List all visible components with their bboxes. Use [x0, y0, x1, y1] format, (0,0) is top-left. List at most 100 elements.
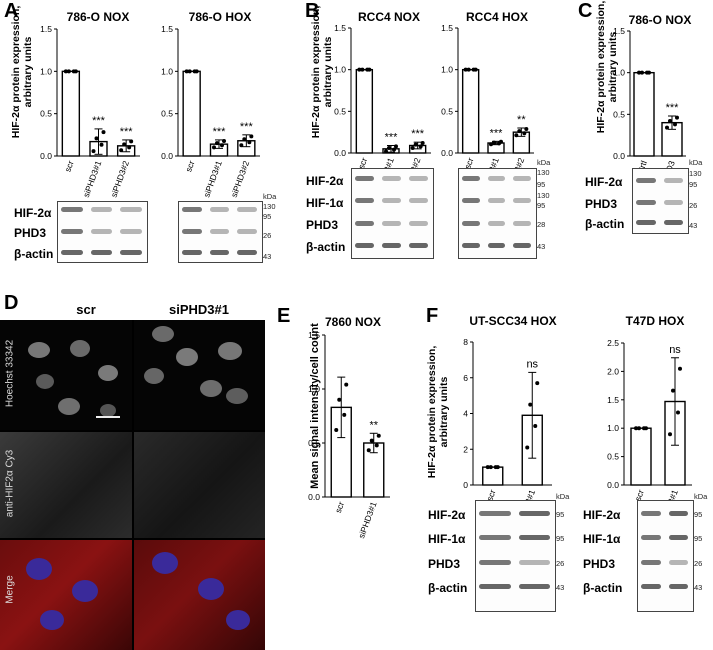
data-point — [384, 149, 388, 154]
blot-label-bactin-f2: β-actin — [583, 581, 623, 595]
blot-band — [90, 250, 113, 255]
blot-band — [518, 584, 550, 589]
significance-mark: *** — [213, 126, 227, 138]
data-point — [344, 382, 349, 387]
data-point — [522, 131, 527, 136]
data-point — [367, 67, 372, 72]
data-point — [119, 148, 124, 153]
data-point — [525, 445, 530, 450]
chart-title: T47D HOX — [626, 314, 685, 328]
y-tick-label: 0.0 — [308, 492, 320, 502]
data-point — [94, 136, 99, 141]
y-tick-label: 1.0 — [308, 384, 320, 394]
significance-mark: *** — [120, 126, 134, 138]
bar — [182, 70, 201, 157]
kda-marker: 28 — [537, 220, 546, 229]
data-point — [665, 125, 669, 130]
significance-mark: ns — [526, 358, 538, 370]
data-point — [239, 143, 244, 148]
blot-band — [487, 243, 506, 248]
kda-header-f1: kDa — [556, 492, 570, 501]
y-tick-label: 1.5 — [161, 24, 173, 34]
blot-label-hif1a-f1: HIF-1α — [428, 532, 466, 546]
data-point — [369, 438, 374, 443]
data-point — [376, 433, 381, 438]
x-tick-label: siPHD3#1 — [81, 159, 104, 199]
x-tick-label: siPHD3#2 — [109, 159, 132, 199]
y-tick-label: 1.5 — [613, 26, 625, 36]
chart-title: UT-SCC34 HOX — [469, 314, 556, 328]
blot-label-bactin-a: β-actin — [14, 247, 54, 261]
blot-band — [663, 200, 683, 205]
chart-title: RCC4 HOX — [466, 10, 528, 24]
blot-band — [209, 207, 230, 212]
panel-label-e: E — [277, 305, 291, 327]
data-point — [334, 428, 339, 433]
data-point — [524, 127, 529, 132]
blot-band — [61, 229, 83, 234]
blot-label-hif2a-c: HIF-2α — [585, 175, 623, 189]
data-point — [342, 412, 347, 417]
blot-band — [518, 511, 550, 516]
data-point — [247, 140, 252, 145]
data-point — [634, 426, 638, 431]
panel-label-c: C — [578, 0, 593, 22]
micro-row-hoechst: Hoechst 33342 — [4, 339, 16, 408]
kda-marker: 130 — [263, 202, 276, 211]
significance-mark: ns — [669, 344, 681, 356]
blot-band — [641, 535, 661, 540]
data-point — [73, 69, 78, 74]
data-point — [357, 67, 362, 72]
blot-band — [513, 243, 531, 248]
kda-marker: 95 — [556, 510, 565, 519]
blot-band — [487, 198, 506, 203]
data-point — [215, 141, 219, 146]
blot-band — [462, 198, 480, 203]
significance-mark: *** — [92, 115, 106, 127]
blot-band — [382, 221, 401, 226]
data-point — [242, 137, 247, 142]
blot-band — [209, 229, 230, 234]
data-point — [535, 381, 540, 386]
x-tick-label: siPHD3#1 — [356, 500, 379, 540]
y-tick-label: 0.0 — [334, 148, 346, 158]
y-tick-label: 0.5 — [607, 452, 619, 462]
blot-band — [479, 535, 511, 540]
micro-row-hif2a: anti-HIF2α Cy3 — [4, 449, 16, 518]
data-point — [671, 388, 675, 393]
data-point — [489, 142, 493, 147]
bar — [355, 68, 374, 154]
blot-band — [479, 584, 511, 589]
data-point — [413, 142, 418, 147]
data-point — [499, 139, 503, 144]
blot-band — [518, 560, 550, 565]
data-point — [678, 366, 682, 371]
data-point — [129, 139, 134, 144]
blot-band — [382, 176, 401, 181]
blot-band — [120, 250, 142, 255]
blot-band — [355, 198, 374, 203]
data-point — [517, 129, 522, 134]
blot-band — [237, 229, 257, 234]
data-point — [495, 465, 500, 470]
blot-band — [182, 229, 202, 234]
data-point — [99, 142, 104, 147]
data-point — [647, 70, 651, 75]
kda-marker: 130 — [689, 169, 702, 178]
significance-mark: ** — [369, 419, 378, 431]
y-tick-label: 0.0 — [607, 480, 619, 490]
y-tick-label: 2 — [463, 444, 468, 454]
data-point — [101, 130, 106, 135]
data-point — [360, 67, 365, 72]
data-point — [127, 145, 132, 150]
kda-marker: 130 — [537, 168, 550, 177]
kda-marker: 43 — [556, 583, 565, 592]
blot-label-phd3-f2: PHD3 — [583, 557, 616, 571]
y-tick-label: 0.5 — [161, 109, 173, 119]
y-tick-label: 0.5 — [40, 109, 52, 119]
blot-band — [61, 207, 83, 212]
chart-title: 786-O NOX — [629, 13, 692, 27]
micro-row-merge: Merge — [4, 575, 16, 604]
y-tick-label: 0.5 — [308, 438, 320, 448]
y-tick-label: 0 — [463, 480, 468, 490]
